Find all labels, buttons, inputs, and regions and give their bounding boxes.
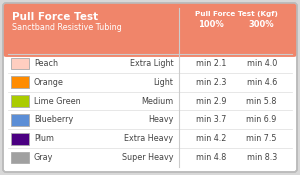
Text: Pull Force Test: Pull Force Test	[12, 12, 98, 22]
Bar	[11, 95, 29, 107]
Text: Lime Green: Lime Green	[34, 97, 81, 106]
Text: min 8.3: min 8.3	[247, 153, 277, 162]
Text: min 2.3: min 2.3	[196, 78, 226, 87]
Text: Blueberry: Blueberry	[34, 115, 73, 124]
Text: min 4.8: min 4.8	[196, 153, 226, 162]
Text: min 5.8: min 5.8	[247, 97, 277, 106]
Text: Orange: Orange	[34, 78, 64, 87]
FancyBboxPatch shape	[3, 3, 297, 172]
Text: min 2.1: min 2.1	[196, 59, 226, 68]
Text: min 7.5: min 7.5	[246, 134, 277, 143]
Bar	[11, 58, 29, 69]
Text: Gray: Gray	[34, 153, 53, 162]
Text: 100%: 100%	[198, 20, 224, 29]
Text: min 6.9: min 6.9	[247, 115, 277, 124]
Text: Peach: Peach	[34, 59, 58, 68]
Text: Extra Light: Extra Light	[130, 59, 173, 68]
Bar	[11, 76, 29, 88]
Text: Sanctband Resistive Tubing: Sanctband Resistive Tubing	[12, 23, 122, 32]
Text: Light: Light	[154, 78, 173, 87]
Text: min 4.6: min 4.6	[247, 78, 277, 87]
Text: Plum: Plum	[34, 134, 54, 143]
Text: min 2.9: min 2.9	[196, 97, 226, 106]
Text: min 3.7: min 3.7	[196, 115, 226, 124]
Text: min 4.2: min 4.2	[196, 134, 226, 143]
Bar	[6, 30, 294, 54]
Bar	[11, 152, 29, 163]
Text: Heavy: Heavy	[148, 115, 173, 124]
Bar	[11, 133, 29, 145]
Text: Medium: Medium	[141, 97, 173, 106]
Text: Extra Heavy: Extra Heavy	[124, 134, 173, 143]
Text: min 4.0: min 4.0	[247, 59, 277, 68]
Text: Super Heavy: Super Heavy	[122, 153, 173, 162]
Bar	[11, 114, 29, 126]
Bar	[6, 145, 294, 169]
FancyBboxPatch shape	[3, 3, 297, 57]
Text: 300%: 300%	[249, 20, 274, 29]
Text: Pull Force Test (Kgf): Pull Force Test (Kgf)	[195, 11, 278, 17]
